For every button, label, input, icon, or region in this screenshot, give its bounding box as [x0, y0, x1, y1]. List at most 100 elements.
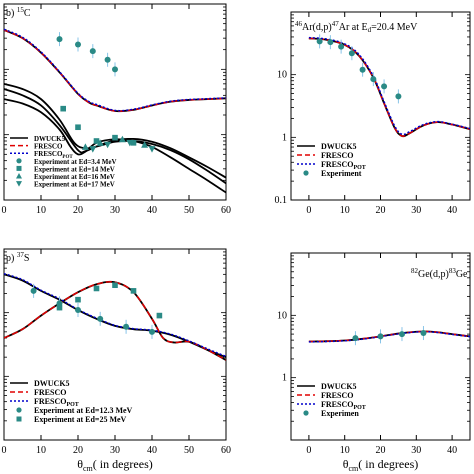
legend-label: FRESCOPOT — [321, 400, 366, 411]
x-tick-label: 20 — [376, 205, 386, 216]
data-point — [130, 140, 137, 146]
legend-label: Experiment — [321, 169, 362, 178]
x-tick-label: 30 — [110, 445, 120, 456]
legend-marker — [16, 416, 22, 422]
legend-label: Experiment at Ed=17 MeV — [34, 181, 115, 189]
legend-label: FRESCOPOT — [34, 397, 79, 408]
x-tick-label: 30 — [411, 205, 421, 216]
data-point — [148, 146, 156, 153]
legend-marker — [303, 170, 309, 176]
x-tick-label: 10 — [340, 205, 350, 216]
data-point — [359, 66, 366, 73]
data-point — [370, 76, 377, 83]
legend-label: FRESCO — [34, 143, 63, 151]
series-dwuck5 — [4, 280, 226, 361]
data-point — [81, 143, 89, 150]
legend-subscript: POT — [353, 405, 365, 411]
legend-label: FRESCOPOT — [34, 150, 73, 160]
title-subscript: d — [368, 26, 372, 34]
x-tick-label: 40 — [147, 445, 157, 456]
y-tick-label: 10 — [277, 310, 287, 321]
x-tick-label: 10 — [340, 445, 350, 456]
xlabel-theta: θ — [343, 457, 349, 471]
x-tick-label: 0 — [306, 205, 311, 216]
x-tick-label: 40 — [447, 205, 457, 216]
title-element: C — [24, 8, 31, 19]
legend-label: DWUCK5 — [34, 135, 66, 143]
xlabel-subscript: cm — [348, 464, 359, 473]
legend-label: Experiment at Ed=16 MeV — [34, 173, 115, 181]
data-point — [156, 312, 163, 319]
data-point — [56, 304, 63, 311]
legend-subscript: POT — [62, 155, 73, 160]
plot-area — [308, 34, 470, 138]
legend-label: Experiment at Ed=25 MeV — [34, 415, 127, 424]
data-point — [126, 139, 134, 147]
data-point — [338, 43, 345, 50]
legend-marker — [16, 165, 22, 171]
data-point — [348, 50, 355, 57]
data-point — [123, 323, 130, 330]
panel-title: p) 37S — [6, 251, 29, 264]
x-axis-label: θcm( in degrees) — [77, 457, 153, 473]
data-point — [75, 41, 81, 48]
xlabel-theta: θ — [77, 457, 83, 471]
x-tick-label: 50 — [184, 205, 194, 216]
panel-title: 46Ar(d,p)47Ar at Ed=20.4 MeV — [295, 20, 418, 34]
title-part: Ar at E — [339, 22, 368, 33]
legend-marker — [16, 181, 22, 187]
legend-marker — [16, 173, 22, 179]
x-tick-label: 40 — [447, 445, 457, 456]
title-part: =20.4 MeV — [371, 22, 418, 33]
data-point — [352, 335, 359, 342]
data-point — [89, 146, 97, 153]
data-point — [30, 287, 37, 294]
series-fresco — [4, 281, 226, 361]
data-point — [104, 141, 112, 149]
data-point — [316, 38, 323, 45]
x-tick-label: 10 — [36, 445, 46, 456]
data-point — [130, 288, 137, 294]
legend-marker — [303, 410, 309, 416]
panel-bottom-left: 0 10 20 30 40 50 60DWUCK5FRESCOFRESCOPOTExperi… — [2, 248, 231, 473]
series-fresco-pot — [308, 36, 470, 136]
legend-label: DWUCK5 — [321, 142, 357, 151]
title-superscript: 47 — [332, 20, 340, 28]
legend-label: DWUCK5 — [321, 382, 357, 391]
title-superscript: 15 — [17, 6, 25, 14]
title-superscript: 37 — [17, 251, 25, 259]
xlabel-rest: ( in degrees) — [358, 457, 418, 471]
data-point — [104, 56, 111, 63]
y-tick-label: 1 — [282, 132, 287, 143]
data-point — [327, 39, 334, 46]
plot-area — [4, 28, 226, 194]
panel-top-left: 0 10 20 30 40 50 60DWUCK5FRESCOFRESCOPOTExperi… — [2, 3, 231, 216]
panel-title: b) 15C — [6, 6, 31, 19]
y-tick-label: 1 — [282, 373, 287, 384]
legend-marker — [16, 158, 22, 164]
title-superscript: 83 — [449, 267, 457, 275]
title-part: Ar(d,p) — [302, 22, 332, 33]
legend-label: Experiment at Ed=3.4 MeV — [34, 158, 117, 166]
x-tick-label: 20 — [73, 205, 83, 216]
legend-label: DWUCK5 — [34, 379, 70, 388]
legend-marker — [16, 407, 22, 413]
y-tick-label: 10 — [277, 70, 287, 81]
x-tick-label: 30 — [411, 445, 421, 456]
legend-subscript: POT — [353, 165, 365, 171]
data-point — [381, 83, 388, 90]
data-point — [96, 139, 104, 146]
data-point — [93, 285, 100, 292]
legend-label: Experimen — [321, 409, 359, 418]
data-point — [149, 328, 155, 335]
x-tick-label: 0 — [2, 205, 7, 216]
legend-label: FRESCOPOT — [321, 160, 366, 171]
data-point — [89, 48, 96, 55]
x-tick-label: 20 — [376, 445, 386, 456]
x-tick-label: 60 — [221, 445, 231, 456]
data-point — [420, 330, 427, 337]
data-point — [112, 282, 118, 289]
